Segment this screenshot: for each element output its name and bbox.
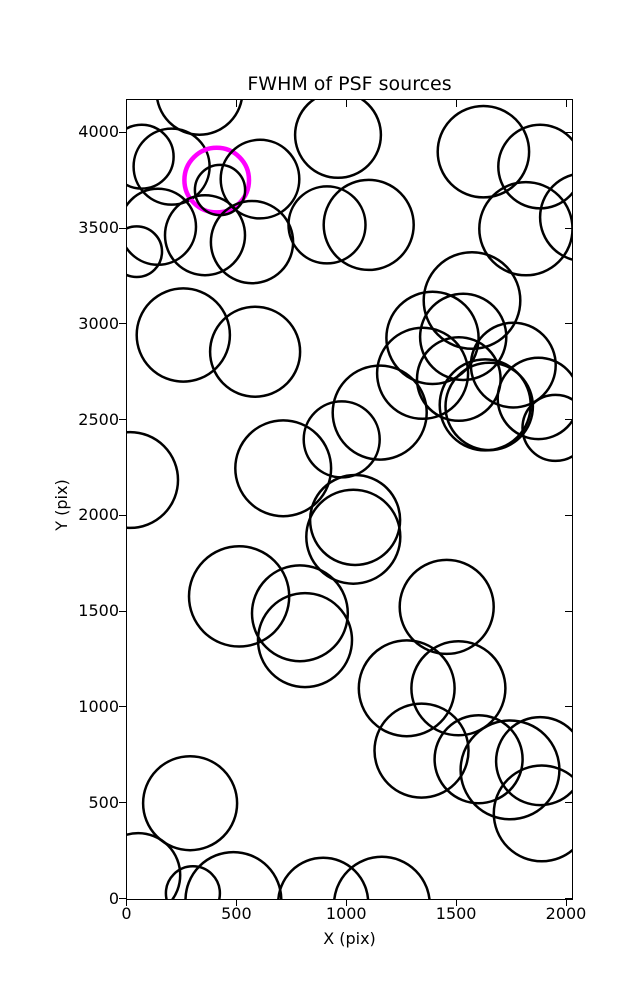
psf-circle	[184, 850, 283, 899]
y-tick-mark-right	[565, 706, 572, 708]
psf-circle	[469, 321, 557, 409]
y-tick-mark-right	[565, 227, 572, 229]
y-tick-label: 3500	[78, 218, 119, 238]
psf-circle	[478, 180, 572, 277]
chart-title: FWHM of PSF sources	[247, 73, 452, 95]
psf-circle	[497, 123, 572, 210]
x-tick-mark-top	[235, 100, 237, 107]
psf-circle	[415, 335, 502, 423]
x-tick-mark-top	[455, 100, 457, 107]
psf-circle	[234, 419, 333, 518]
psf-circle	[293, 100, 383, 180]
psf-circle	[250, 564, 350, 663]
psf-circle	[208, 305, 302, 398]
psf-circle	[492, 764, 572, 863]
y-tick-mark	[119, 514, 126, 516]
psf-circle	[127, 430, 180, 530]
psf-circle	[521, 393, 572, 463]
y-tick-mark	[119, 227, 126, 229]
plot-area	[126, 99, 573, 900]
y-axis-label: Y (pix)	[52, 479, 71, 531]
psf-circle	[164, 865, 222, 899]
x-tick-mark-top	[126, 100, 127, 107]
highlighted-psf-circle	[182, 145, 252, 215]
y-tick-mark-right	[565, 514, 572, 516]
psf-circle	[494, 715, 572, 807]
psf-circle	[496, 356, 572, 441]
x-tick-mark-top	[345, 100, 347, 107]
y-tick-mark	[119, 802, 126, 804]
y-tick-label: 1000	[78, 696, 119, 716]
psf-circle	[333, 855, 431, 899]
x-tick-mark	[565, 899, 567, 906]
psf-circle	[209, 199, 295, 285]
y-tick-label: 0	[108, 888, 119, 908]
psf-circle	[127, 831, 182, 899]
psf-circle	[444, 361, 535, 452]
x-tick-label: 1000	[325, 904, 367, 923]
y-tick-mark-right	[565, 802, 572, 804]
psf-circle	[256, 591, 354, 689]
y-tick-label: 3000	[78, 313, 119, 333]
x-tick-mark	[345, 899, 347, 906]
psf-circle	[373, 702, 470, 799]
x-tick-mark	[126, 899, 127, 906]
x-tick-mark	[235, 899, 237, 906]
psf-circle	[287, 185, 367, 265]
psf-circle	[163, 193, 247, 277]
y-tick-mark	[119, 323, 126, 325]
psf-circle	[156, 100, 243, 136]
psf-circle	[410, 640, 507, 737]
psf-circle	[357, 639, 456, 738]
psf-circle	[538, 173, 572, 261]
x-axis-label: X (pix)	[323, 929, 376, 948]
y-tick-label: 1500	[78, 601, 119, 621]
x-tick-label: 500	[221, 904, 252, 923]
y-tick-mark	[119, 610, 126, 612]
x-tick-mark-top	[565, 100, 567, 107]
psf-circle	[433, 713, 524, 805]
x-tick-label: 2000	[545, 904, 587, 923]
psf-circle	[187, 545, 291, 648]
y-tick-mark-right	[565, 610, 572, 612]
psf-circle	[219, 138, 301, 220]
y-tick-mark-right	[565, 898, 572, 899]
y-tick-mark-right	[565, 419, 572, 421]
x-tick-label: 1500	[435, 904, 477, 923]
psf-circle	[277, 856, 370, 899]
psf-circle	[385, 290, 480, 386]
psf-circle	[418, 292, 508, 382]
psf-circle	[322, 178, 415, 272]
psf-circle	[375, 326, 470, 421]
psf-circle	[436, 104, 531, 199]
y-tick-label: 2000	[78, 505, 119, 525]
y-tick-mark	[119, 706, 126, 708]
y-tick-mark	[119, 131, 126, 133]
y-tick-label: 2500	[78, 409, 119, 429]
psf-circle	[305, 488, 402, 585]
x-tick-label: 0	[121, 904, 132, 923]
y-tick-mark-right	[565, 131, 572, 133]
psf-circle	[135, 287, 232, 383]
psf-circle	[141, 754, 239, 852]
psf-circle	[331, 364, 428, 461]
x-tick-mark	[455, 899, 457, 906]
scatter-plot-svg	[127, 100, 572, 899]
y-tick-mark-right	[565, 323, 572, 325]
psf-circle	[398, 558, 495, 656]
y-tick-mark	[119, 898, 126, 899]
psf-circle	[422, 250, 522, 351]
y-tick-mark	[119, 419, 126, 421]
psf-circle	[127, 225, 164, 279]
y-tick-label: 4000	[78, 122, 119, 142]
y-tick-label: 500	[88, 792, 119, 812]
